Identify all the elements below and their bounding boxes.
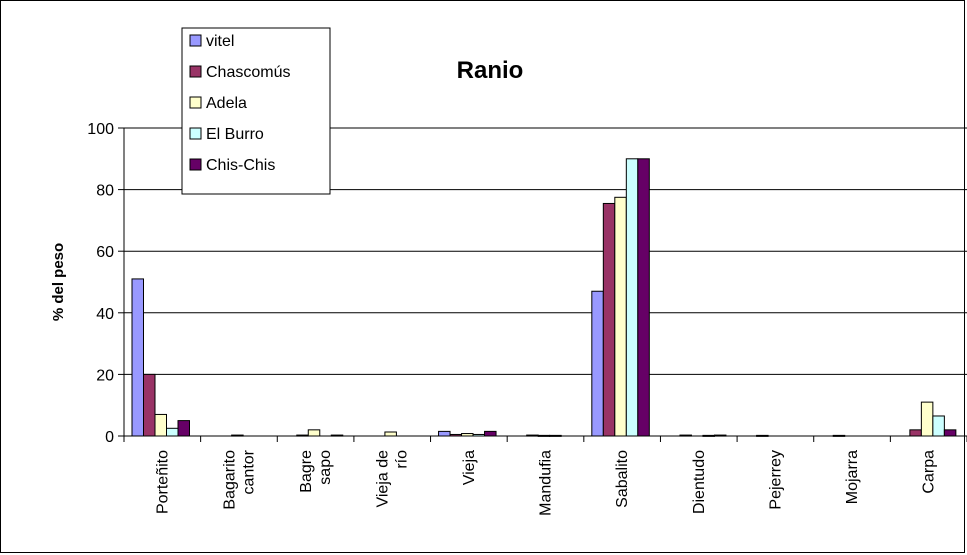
y-axis-label: % del peso <box>50 243 67 321</box>
y-tick-label: 60 <box>96 244 114 261</box>
x-tick-label: Porteñito <box>154 450 171 514</box>
legend-box <box>181 27 331 195</box>
legend-swatch <box>189 34 202 47</box>
x-tick-label: Pejerrey <box>767 450 784 510</box>
y-tick-label: 100 <box>87 121 114 138</box>
y-tick-label: 40 <box>96 306 114 323</box>
legend-label: Chis-Chis <box>206 157 275 174</box>
bar <box>909 429 922 437</box>
x-tick-label: sapo <box>317 450 334 485</box>
bar <box>943 429 957 437</box>
bar <box>177 420 190 437</box>
x-tick-labels: Porteñito Bagarito cantor Bagre sapo Vieja de… <box>123 436 967 516</box>
legend-swatch <box>189 96 202 109</box>
bar <box>131 278 144 437</box>
x-tick-label: Vieja <box>461 450 478 485</box>
bar <box>637 158 650 437</box>
x-tick-label: río <box>394 450 411 469</box>
bar <box>932 415 945 437</box>
legend: vitel Chascomús Adela El Burro Chis-Chis <box>181 27 331 195</box>
x-tick-label: Sabalito <box>614 450 631 508</box>
legend-label: Adela <box>206 95 247 112</box>
bar <box>166 427 179 437</box>
y-tick-label: 0 <box>105 429 114 446</box>
bar <box>920 401 934 437</box>
bar <box>602 202 616 437</box>
bar <box>614 196 627 437</box>
legend-swatch <box>189 127 202 140</box>
legend-label: Chascomús <box>206 64 290 81</box>
chart-title: Ranio <box>457 57 524 84</box>
x-tick-label: Bagre <box>298 450 315 493</box>
x-tick-label: cantor <box>240 449 257 494</box>
axes <box>123 128 967 437</box>
x-tick-label: Mandufia <box>538 450 555 516</box>
bar <box>484 430 497 437</box>
bar <box>591 290 604 437</box>
x-tick-label: Dientudo <box>691 450 708 514</box>
bar <box>438 430 451 437</box>
y-tick-labels: 0 20 40 60 80 100 <box>87 121 124 446</box>
bar <box>143 373 156 437</box>
bar <box>625 158 639 437</box>
legend-swatch <box>189 158 202 171</box>
x-tick-label: Bagarito <box>221 450 238 510</box>
bars <box>131 158 957 437</box>
y-tick-label: 80 <box>96 183 114 200</box>
y-tick-label: 20 <box>96 367 114 384</box>
x-tick-label: Carpa <box>921 450 938 494</box>
bar <box>307 429 321 437</box>
bar <box>154 413 167 437</box>
legend-swatch <box>189 65 202 78</box>
x-tick-label: Mojarra <box>844 450 861 504</box>
legend-label: vitel <box>206 33 234 50</box>
x-tick-label: Vieja de <box>375 450 392 508</box>
bar <box>384 431 397 437</box>
legend-label: El Burro <box>206 126 264 143</box>
